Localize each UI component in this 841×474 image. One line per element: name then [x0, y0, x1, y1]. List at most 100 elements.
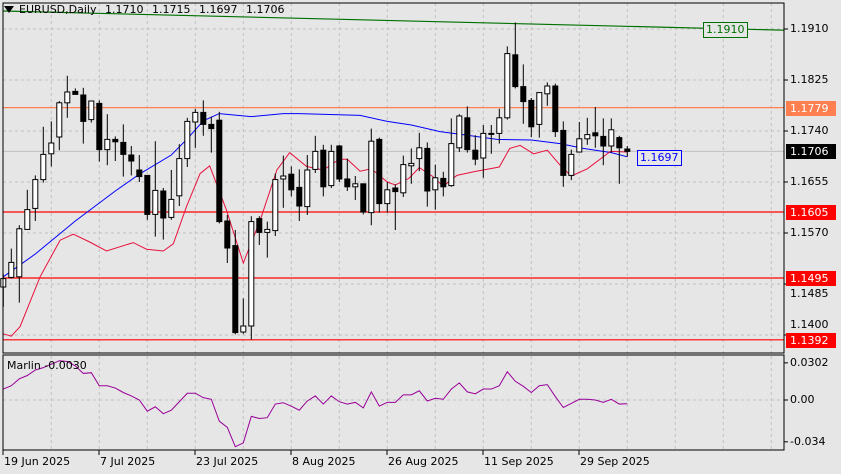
candle-body-bull [280, 175, 287, 180]
trendline-price-tag: 1.1910 [703, 22, 748, 38]
candle-body-bull [24, 209, 31, 230]
candle [136, 155, 143, 182]
candle-body-bull [40, 153, 47, 181]
candle [128, 146, 135, 176]
candle-body-bear [208, 123, 215, 130]
candle [512, 22, 519, 89]
candle-body-bull [168, 198, 175, 218]
candle-body-bull [504, 53, 511, 119]
candle-body-bull [416, 147, 423, 160]
date-axis-label: 7 Jul 2025 [100, 455, 156, 468]
candle-body-bull [312, 150, 319, 170]
candle [176, 144, 183, 206]
candle-body-bear [72, 90, 79, 95]
level-price-badge: 1.1392 [786, 332, 836, 348]
candle-body-bear [200, 111, 207, 125]
candle-body-bear [120, 141, 127, 155]
candle-body-bull [480, 132, 487, 159]
price-axis-label: 1.1740 [790, 124, 829, 137]
candle [472, 135, 479, 166]
candle [120, 124, 127, 177]
candle [232, 230, 239, 335]
candle-body-bear [472, 149, 479, 160]
candle-body-bull [584, 134, 591, 140]
candle-body-bear [624, 148, 631, 152]
ohlc-close: 1.1706 [245, 3, 285, 16]
candle-body-bear [224, 220, 231, 249]
candle [168, 170, 175, 220]
candle [48, 121, 55, 167]
candle [96, 100, 103, 162]
candle [368, 128, 375, 226]
candle [24, 189, 31, 230]
candle-body-bear [616, 137, 623, 149]
current-price-badge: 1.1706 [786, 144, 836, 160]
symbol-timeframe: EURUSD,Daily [19, 3, 97, 16]
candle [72, 88, 79, 95]
candle-body-bull [16, 228, 23, 278]
candle-body-bear [144, 174, 151, 215]
candle [624, 146, 631, 157]
blue-ma-price-tag: 1.1697 [637, 149, 682, 166]
candle [568, 149, 575, 181]
candle-body-bull [8, 261, 15, 278]
candle [288, 166, 295, 197]
candle-body-bear [488, 132, 495, 135]
ohlc-open: 1.1710 [104, 3, 144, 16]
candle-body-bull [88, 100, 95, 121]
candle [328, 144, 335, 188]
candle [304, 155, 311, 215]
candle-body-bull [272, 179, 279, 232]
candle [600, 118, 607, 166]
candle [104, 114, 111, 166]
candle [144, 174, 151, 220]
candle [216, 111, 223, 224]
price-axis-label: 1.1910 [790, 22, 829, 35]
price-axis-label: 1.1485 [790, 287, 829, 300]
candle [208, 116, 215, 153]
level-price-badge: 1.1495 [786, 271, 836, 286]
trendline [2, 10, 785, 31]
candle-body-bear [288, 173, 295, 191]
indicator-lines [2, 10, 785, 337]
indicator-axis-label: -0.034 [790, 434, 826, 448]
candle [344, 158, 351, 191]
price-axis-label: 1.1570 [790, 226, 829, 239]
candle [616, 135, 623, 184]
candle-body-bear [592, 132, 599, 137]
candle-body-bull [456, 115, 463, 149]
date-axis-label: 29 Sep 2025 [580, 455, 650, 468]
candle [80, 87, 87, 144]
candle-body-bear [128, 154, 135, 162]
candle [248, 216, 255, 340]
candle [56, 101, 63, 151]
candle [152, 141, 159, 237]
candle [88, 100, 95, 123]
candle [336, 144, 343, 182]
candle-body-bull [400, 164, 407, 194]
candle-body-bull [544, 85, 551, 95]
candle-body-bear [360, 183, 367, 213]
collapse-triangle-icon[interactable] [4, 6, 14, 13]
candle-body-bear [256, 218, 263, 233]
candle-body-bear [392, 187, 399, 193]
indicator-axis-label: 0.00 [790, 393, 815, 406]
candle [8, 248, 15, 279]
candle-body-bull [496, 117, 503, 134]
candle [32, 175, 39, 221]
candle-body-bear [232, 245, 239, 334]
candle-body-bear [80, 94, 87, 122]
indicator-axis-label: 0.0302 [790, 355, 829, 369]
candle-body-bull [56, 102, 63, 138]
candle-body-bull [304, 169, 311, 208]
candle-body-bear [336, 145, 343, 180]
candle-body-bear [320, 149, 327, 188]
candle-body-bull [152, 189, 159, 215]
candle [256, 216, 263, 245]
candle-body-bull [240, 325, 247, 333]
horizontal-levels [3, 106, 784, 341]
candle [264, 221, 271, 258]
candle-body-bear [136, 169, 143, 178]
candle [400, 155, 407, 197]
